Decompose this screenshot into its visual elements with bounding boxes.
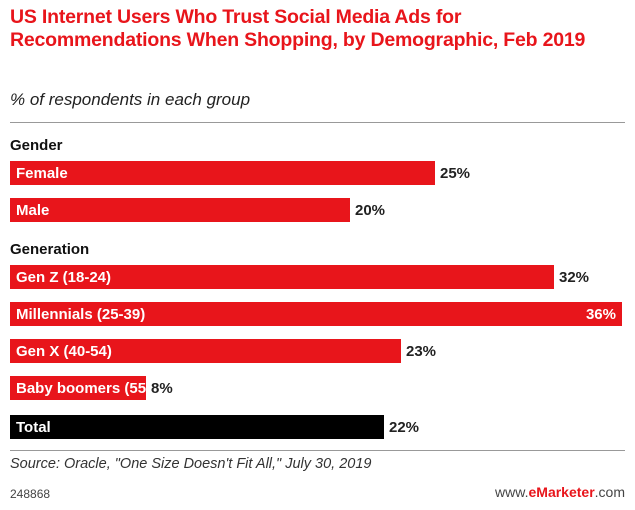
bar-baby-boomers-55-75	[10, 376, 146, 400]
chart-id: 248868	[10, 487, 51, 501]
value-label-millennials-25-39: 36%	[586, 306, 616, 323]
bar-label-gen-x-40-54: Gen X (40-54)	[16, 343, 112, 360]
chart-title: US Internet Users Who Trust Social Media…	[10, 6, 586, 51]
group-label-gender: Gender	[10, 137, 63, 154]
bar-label-total: Total	[16, 419, 51, 436]
brand-name: eMarketer	[528, 484, 595, 500]
brand-prefix: www.	[495, 484, 529, 500]
brand-logo[interactable]: www.eMarketer.com	[495, 484, 625, 500]
bottom-divider	[10, 450, 625, 451]
bar-label-millennials-25-39: Millennials (25-39)	[16, 306, 145, 323]
bar-male	[10, 198, 350, 222]
brand-suffix: .com	[594, 484, 625, 500]
bar-millennials-25-39	[10, 302, 622, 326]
value-label-female: 25%	[440, 165, 470, 182]
bar-label-gen-z-18-24: Gen Z (18-24)	[16, 269, 111, 286]
bar-total	[10, 415, 384, 439]
value-label-gen-z-18-24: 32%	[559, 269, 589, 286]
bar-female	[10, 161, 435, 185]
value-label-male: 20%	[355, 202, 385, 219]
chart-subtitle: % of respondents in each group	[10, 90, 251, 109]
value-label-total: 22%	[389, 419, 419, 436]
source-note: Source: Oracle, "One Size Doesn't Fit Al…	[10, 456, 372, 472]
group-label-generation: Generation	[10, 241, 89, 258]
bar-gen-x-40-54	[10, 339, 401, 363]
top-divider	[10, 122, 625, 123]
bar-label-male: Male	[16, 202, 49, 219]
value-label-gen-x-40-54: 23%	[406, 343, 436, 360]
value-label-baby-boomers-55-75: 8%	[151, 380, 173, 397]
bar-chart: Gender Female 25% Male 20% Generation Gen Z (1…	[10, 137, 622, 439]
bar-gen-z-18-24	[10, 265, 554, 289]
bar-label-female: Female	[16, 165, 68, 182]
bar-label-baby-boomers-55-75: Baby boomers (55-75)	[16, 380, 173, 397]
